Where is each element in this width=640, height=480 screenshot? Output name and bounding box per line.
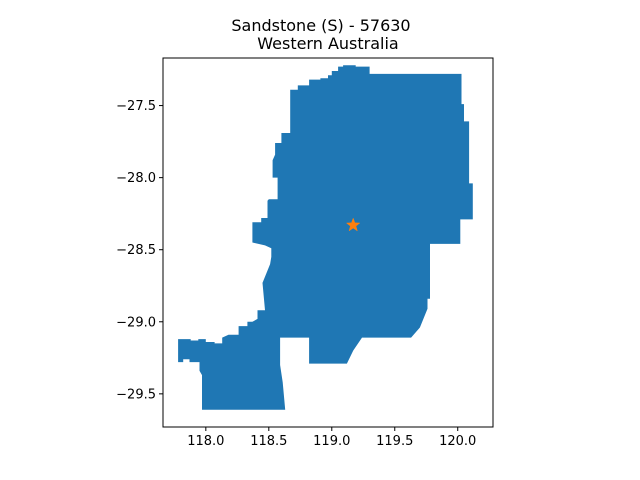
y-tick-label: −28.0 bbox=[116, 171, 156, 186]
map-title-line-2: Western Australia bbox=[257, 34, 398, 53]
map-title-line-1: Sandstone (S) - 57630 bbox=[231, 16, 410, 35]
x-tick-label: 118.5 bbox=[250, 434, 287, 449]
y-tick-label: −28.5 bbox=[116, 243, 156, 258]
axes: 118.0 118.5 119.0 119.5 120.0 −27.5 −28.0 −28.5… bbox=[116, 57, 494, 449]
x-tick-label: 119.0 bbox=[313, 434, 350, 449]
centroid-star-marker bbox=[345, 217, 361, 232]
y-tick-label: −29.0 bbox=[116, 315, 156, 330]
axes-frame bbox=[162, 57, 494, 428]
lga-region-shape bbox=[178, 65, 473, 410]
plot-area bbox=[178, 65, 473, 410]
y-tick-label: −27.5 bbox=[116, 99, 156, 114]
x-tick-label: 120.0 bbox=[439, 434, 476, 449]
x-tick-label: 118.0 bbox=[187, 434, 224, 449]
x-tick-label: 119.5 bbox=[376, 434, 413, 449]
y-tick-label: −29.5 bbox=[116, 387, 156, 402]
